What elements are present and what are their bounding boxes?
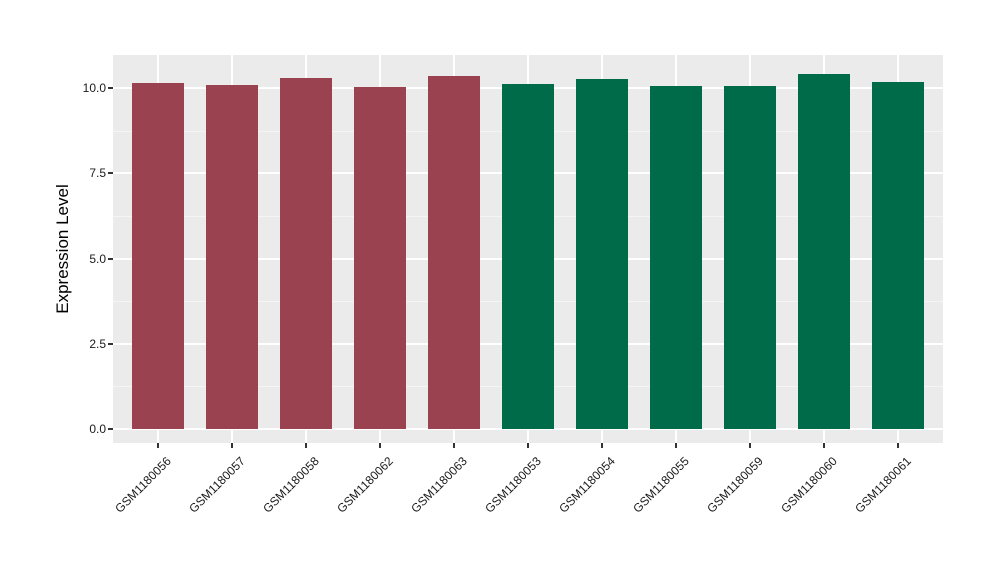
bar-GSM1180057 bbox=[206, 85, 258, 430]
x-tick-mark bbox=[231, 443, 233, 448]
y-tick-label: 0.0 bbox=[89, 422, 106, 437]
bar-GSM1180061 bbox=[872, 81, 924, 430]
x-tick-label-GSM1180063: GSM1180063 bbox=[408, 454, 470, 516]
y-tick-mark bbox=[108, 342, 113, 345]
bar-GSM1180053 bbox=[502, 83, 554, 429]
bar-GSM1180056 bbox=[132, 82, 184, 429]
x-tick-mark bbox=[823, 443, 825, 448]
y-axis-title: Expression Level bbox=[53, 184, 72, 314]
x-tick-label-GSM1180059: GSM1180059 bbox=[704, 454, 766, 516]
bar-GSM1180062 bbox=[354, 87, 406, 430]
y-tick-label: 10.0 bbox=[82, 81, 106, 96]
x-tick-mark bbox=[305, 443, 307, 448]
x-tick-label-GSM1180056: GSM1180056 bbox=[112, 454, 174, 516]
x-tick-label-GSM1180053: GSM1180053 bbox=[482, 454, 544, 516]
x-tick-label-GSM1180055: GSM1180055 bbox=[630, 454, 692, 516]
y-tick-mark bbox=[108, 172, 113, 175]
bar-GSM1180055 bbox=[650, 86, 702, 429]
y-tick-mark bbox=[108, 428, 113, 431]
bar-GSM1180063 bbox=[428, 76, 480, 429]
y-tick-label: 2.5 bbox=[89, 336, 106, 351]
x-tick-mark bbox=[675, 443, 677, 448]
x-tick-mark bbox=[601, 443, 603, 448]
bar-GSM1180060 bbox=[798, 74, 850, 429]
x-tick-mark bbox=[897, 443, 899, 448]
y-tick-label: 5.0 bbox=[89, 251, 106, 266]
x-tick-mark bbox=[379, 443, 381, 448]
x-tick-label-GSM1180062: GSM1180062 bbox=[334, 454, 396, 516]
x-tick-label-GSM1180060: GSM1180060 bbox=[778, 454, 840, 516]
x-tick-mark bbox=[453, 443, 455, 448]
x-tick-label-GSM1180057: GSM1180057 bbox=[186, 454, 248, 516]
x-tick-label-GSM1180058: GSM1180058 bbox=[260, 454, 322, 516]
y-tick-mark bbox=[108, 257, 113, 260]
bar-GSM1180058 bbox=[280, 77, 332, 430]
y-tick-mark bbox=[108, 87, 113, 90]
y-tick-label: 7.5 bbox=[89, 166, 106, 181]
x-tick-label-GSM1180061: GSM1180061 bbox=[852, 454, 914, 516]
x-tick-mark bbox=[749, 443, 751, 448]
x-tick-mark bbox=[527, 443, 529, 448]
x-tick-mark bbox=[157, 443, 159, 448]
bar-GSM1180054 bbox=[576, 78, 628, 429]
bar-GSM1180059 bbox=[724, 86, 776, 429]
x-tick-label-GSM1180054: GSM1180054 bbox=[556, 454, 618, 516]
